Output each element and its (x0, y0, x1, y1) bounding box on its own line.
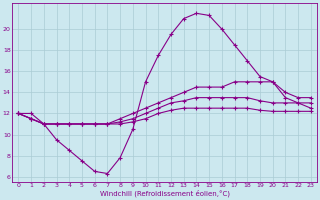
X-axis label: Windchill (Refroidissement éolien,°C): Windchill (Refroidissement éolien,°C) (100, 190, 230, 197)
